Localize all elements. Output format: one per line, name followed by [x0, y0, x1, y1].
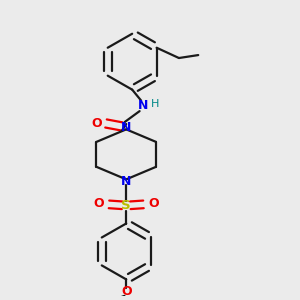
- Text: O: O: [121, 285, 131, 298]
- Text: N: N: [121, 121, 131, 134]
- Text: O: O: [148, 197, 159, 210]
- Text: N: N: [137, 99, 148, 112]
- Text: O: O: [92, 117, 102, 130]
- Text: H: H: [151, 99, 159, 110]
- Text: O: O: [94, 197, 104, 210]
- Text: N: N: [121, 175, 131, 188]
- Text: S: S: [122, 199, 131, 212]
